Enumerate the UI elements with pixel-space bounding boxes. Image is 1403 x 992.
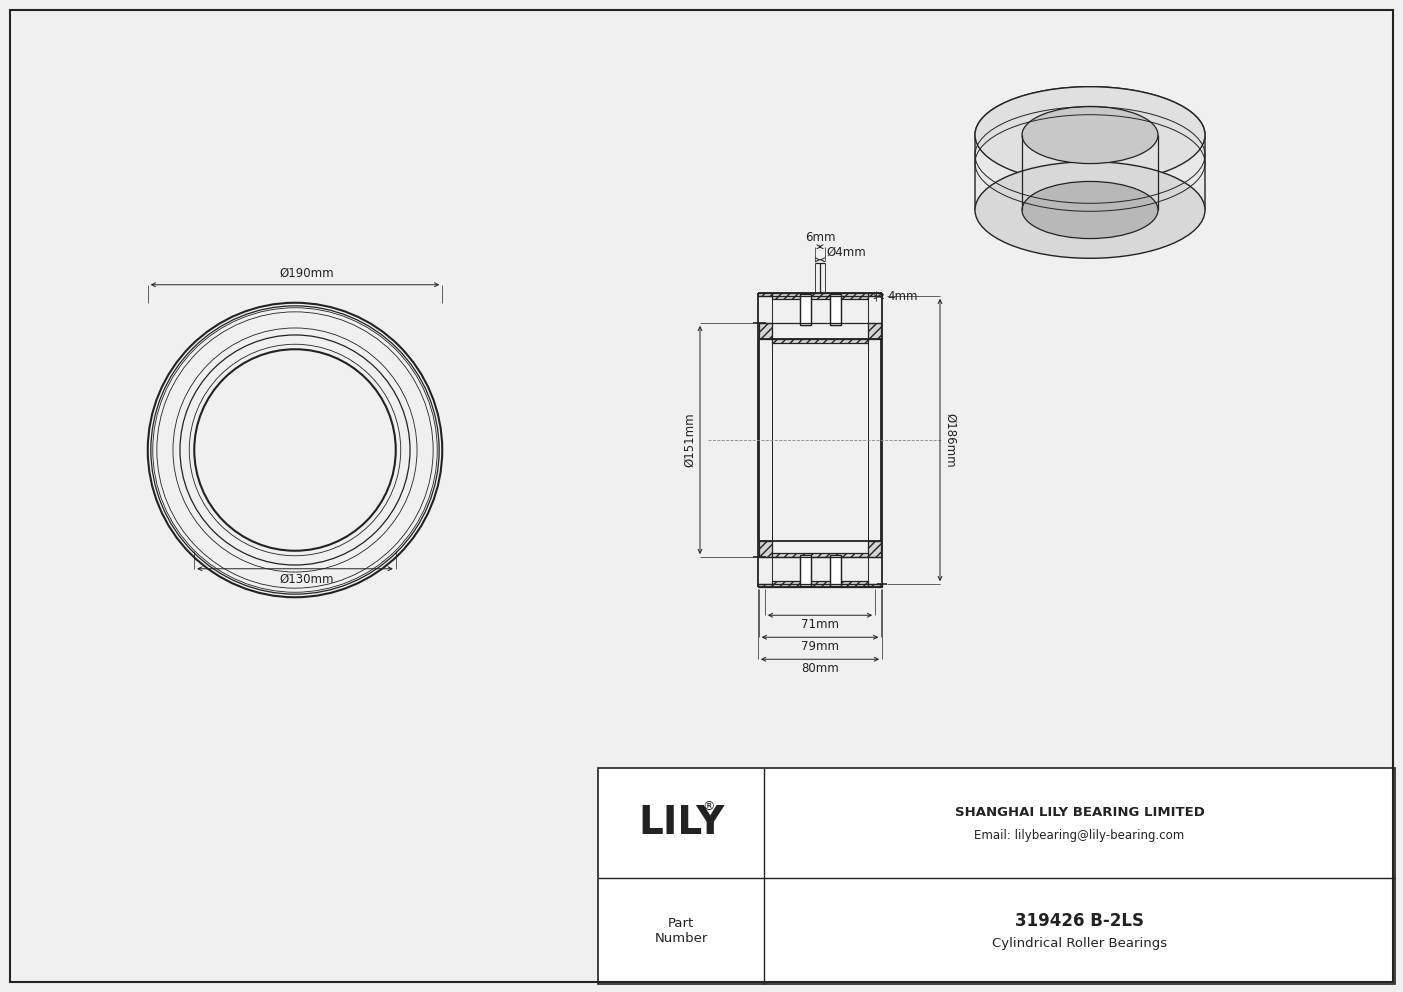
Polygon shape	[759, 541, 772, 558]
Text: Part
Number: Part Number	[654, 917, 707, 945]
Polygon shape	[829, 556, 840, 586]
Polygon shape	[868, 323, 881, 339]
Polygon shape	[868, 541, 881, 558]
Text: SHANGHAI LILY BEARING LIMITED: SHANGHAI LILY BEARING LIMITED	[954, 806, 1204, 819]
Polygon shape	[772, 553, 868, 558]
Ellipse shape	[1021, 106, 1157, 164]
Text: ®: ®	[703, 801, 716, 813]
Polygon shape	[772, 339, 868, 343]
Text: 4mm: 4mm	[887, 291, 918, 304]
Polygon shape	[772, 293, 868, 299]
Polygon shape	[800, 294, 811, 325]
Text: Cylindrical Roller Bearings: Cylindrical Roller Bearings	[992, 936, 1167, 949]
Polygon shape	[759, 323, 772, 339]
Text: Ø4mm: Ø4mm	[826, 246, 866, 259]
Text: 79mm: 79mm	[801, 640, 839, 654]
Polygon shape	[868, 293, 882, 296]
Text: Email: lilybearing@lily-bearing.com: Email: lilybearing@lily-bearing.com	[974, 828, 1184, 841]
Polygon shape	[829, 294, 840, 325]
Polygon shape	[758, 584, 772, 587]
Text: Ø130mm: Ø130mm	[279, 572, 334, 585]
Text: Ø190mm: Ø190mm	[279, 267, 334, 280]
Ellipse shape	[1021, 182, 1157, 238]
Bar	[598, 768, 1395, 984]
Polygon shape	[758, 293, 772, 296]
Ellipse shape	[975, 162, 1205, 258]
Ellipse shape	[975, 86, 1205, 184]
Text: LILY: LILY	[638, 804, 724, 842]
Text: Ø186mm: Ø186mm	[944, 413, 957, 467]
Polygon shape	[800, 556, 811, 586]
Text: 80mm: 80mm	[801, 663, 839, 676]
Text: 319426 B-2LS: 319426 B-2LS	[1014, 912, 1143, 930]
Text: Ø151mm: Ø151mm	[683, 413, 696, 467]
Text: 6mm: 6mm	[805, 231, 835, 244]
Text: 71mm: 71mm	[801, 618, 839, 631]
Polygon shape	[975, 86, 1205, 210]
Polygon shape	[772, 581, 868, 587]
Polygon shape	[868, 584, 882, 587]
